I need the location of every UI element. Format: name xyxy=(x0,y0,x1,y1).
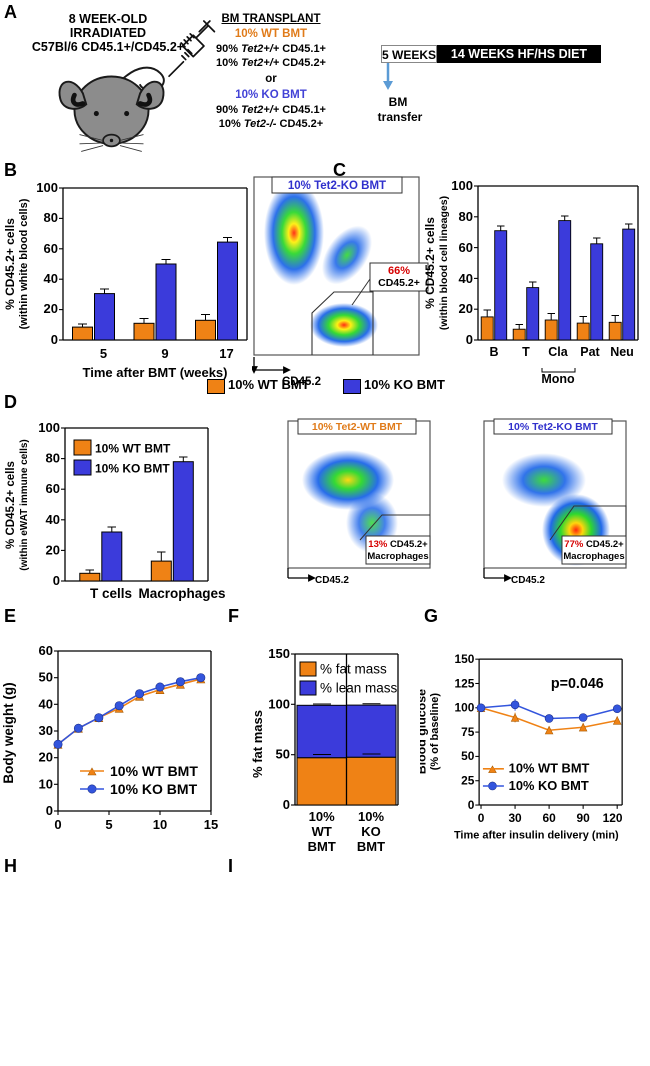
svg-text:0: 0 xyxy=(478,811,485,825)
svg-text:(% of baseline): (% of baseline) xyxy=(429,693,441,771)
svg-text:75: 75 xyxy=(461,725,475,739)
svg-text:17: 17 xyxy=(219,346,233,361)
svg-text:p=0.046: p=0.046 xyxy=(551,676,604,692)
svg-text:13% CD45.2+: 13% CD45.2+ xyxy=(368,539,428,550)
svg-text:% CD45.2+ cells: % CD45.2+ cells xyxy=(423,217,437,309)
svg-text:10% WT BMT: 10% WT BMT xyxy=(110,763,198,779)
svg-text:B: B xyxy=(489,345,498,359)
svg-text:60: 60 xyxy=(39,643,53,658)
svg-text:80: 80 xyxy=(44,210,58,225)
svg-text:66%: 66% xyxy=(388,265,410,277)
svg-text:0: 0 xyxy=(466,332,473,347)
svg-text:77% CD45.2+: 77% CD45.2+ xyxy=(564,539,624,550)
svg-text:Pat: Pat xyxy=(580,345,600,359)
svg-text:20: 20 xyxy=(46,542,60,557)
svg-text:(within white blood cells): (within white blood cells) xyxy=(18,198,30,329)
svg-text:CD45.1: CD45.1 xyxy=(476,551,478,583)
svg-text:(within eWAT immune cells): (within eWAT immune cells) xyxy=(19,439,30,571)
svg-text:5: 5 xyxy=(105,817,112,832)
svg-text:0: 0 xyxy=(54,817,61,832)
svg-text:150: 150 xyxy=(268,646,290,661)
svg-text:% fat mass: % fat mass xyxy=(320,662,387,677)
svg-text:0: 0 xyxy=(468,798,475,812)
svg-text:40: 40 xyxy=(39,696,53,711)
svg-text:CD45.2: CD45.2 xyxy=(511,575,545,583)
svg-text:80: 80 xyxy=(46,451,60,466)
svg-text:(within blood cell lineages): (within blood cell lineages) xyxy=(438,196,450,330)
svg-text:BMT: BMT xyxy=(357,839,385,854)
svg-text:40: 40 xyxy=(459,271,473,286)
svg-text:80: 80 xyxy=(459,209,473,224)
svg-text:Body weight (g): Body weight (g) xyxy=(1,682,16,783)
svg-text:Time after insulin delivery (m: Time after insulin delivery (min) xyxy=(454,829,619,841)
svg-text:30: 30 xyxy=(39,723,53,738)
svg-text:10: 10 xyxy=(153,817,167,832)
svg-text:Neu: Neu xyxy=(610,345,634,359)
svg-text:0: 0 xyxy=(46,803,53,818)
svg-text:50: 50 xyxy=(39,670,53,685)
svg-text:10% Tet2-WT BMT: 10% Tet2-WT BMT xyxy=(312,421,403,433)
svg-text:60: 60 xyxy=(459,240,473,255)
svg-text:20: 20 xyxy=(44,301,58,316)
svg-text:10% Tet2-KO BMT: 10% Tet2-KO BMT xyxy=(508,421,598,433)
svg-text:% CD45.2+ cells: % CD45.2+ cells xyxy=(3,218,17,310)
svg-text:WT: WT xyxy=(312,824,332,839)
svg-text:15: 15 xyxy=(204,817,218,832)
svg-text:10% KO BMT: 10% KO BMT xyxy=(95,462,170,476)
svg-text:125: 125 xyxy=(454,676,474,690)
svg-text:60: 60 xyxy=(44,241,58,256)
svg-text:100: 100 xyxy=(451,178,473,193)
svg-text:% lean mass: % lean mass xyxy=(320,681,398,696)
svg-text:% CD45.2+ cells: % CD45.2+ cells xyxy=(5,461,17,549)
svg-text:120: 120 xyxy=(603,811,623,825)
svg-text:150: 150 xyxy=(454,652,474,666)
svg-text:100: 100 xyxy=(454,701,474,715)
svg-text:100: 100 xyxy=(268,696,290,711)
svg-text:Mono: Mono xyxy=(541,372,575,386)
svg-text:CD45.1: CD45.1 xyxy=(280,551,282,583)
svg-text:0: 0 xyxy=(51,332,58,347)
svg-text:10% WT BMT: 10% WT BMT xyxy=(509,761,590,776)
svg-text:Time after BMT (weeks): Time after BMT (weeks) xyxy=(83,365,228,380)
svg-text:0: 0 xyxy=(53,573,60,588)
svg-text:10%: 10% xyxy=(358,809,384,824)
svg-text:10% KO BMT: 10% KO BMT xyxy=(509,778,589,793)
svg-text:10% KO BMT: 10% KO BMT xyxy=(110,781,198,797)
svg-text:CD45.2+: CD45.2+ xyxy=(378,277,420,289)
svg-text:Macrophages: Macrophages xyxy=(138,586,225,601)
svg-text:BMT: BMT xyxy=(308,839,336,854)
svg-text:T cells: T cells xyxy=(90,586,132,601)
svg-text:CD45.2: CD45.2 xyxy=(315,575,349,583)
svg-text:100: 100 xyxy=(36,180,58,195)
svg-text:90: 90 xyxy=(577,811,591,825)
svg-text:10% Tet2-KO BMT: 10% Tet2-KO BMT xyxy=(288,180,386,192)
svg-text:5: 5 xyxy=(100,346,107,361)
svg-text:50: 50 xyxy=(461,749,475,763)
svg-text:100: 100 xyxy=(38,420,60,435)
svg-text:60: 60 xyxy=(542,811,556,825)
svg-text:Blood glucose: Blood glucose xyxy=(420,689,429,774)
svg-text:KO: KO xyxy=(361,824,381,839)
svg-text:% fat mass: % fat mass xyxy=(250,710,265,778)
svg-text:60: 60 xyxy=(46,481,60,496)
svg-text:10: 10 xyxy=(39,776,53,791)
svg-text:T: T xyxy=(522,345,530,359)
svg-text:Macrophages: Macrophages xyxy=(563,551,624,562)
svg-text:40: 40 xyxy=(44,271,58,286)
svg-text:50: 50 xyxy=(276,747,290,762)
svg-text:30: 30 xyxy=(508,811,522,825)
svg-text:10%: 10% xyxy=(309,809,335,824)
svg-text:9: 9 xyxy=(161,346,168,361)
svg-text:Macrophages: Macrophages xyxy=(367,551,428,562)
svg-text:25: 25 xyxy=(461,774,475,788)
svg-text:10% WT BMT: 10% WT BMT xyxy=(95,442,171,456)
svg-text:20: 20 xyxy=(459,301,473,316)
svg-text:Cla: Cla xyxy=(548,345,569,359)
svg-text:40: 40 xyxy=(46,512,60,527)
svg-text:0: 0 xyxy=(283,797,290,812)
svg-text:20: 20 xyxy=(39,750,53,765)
